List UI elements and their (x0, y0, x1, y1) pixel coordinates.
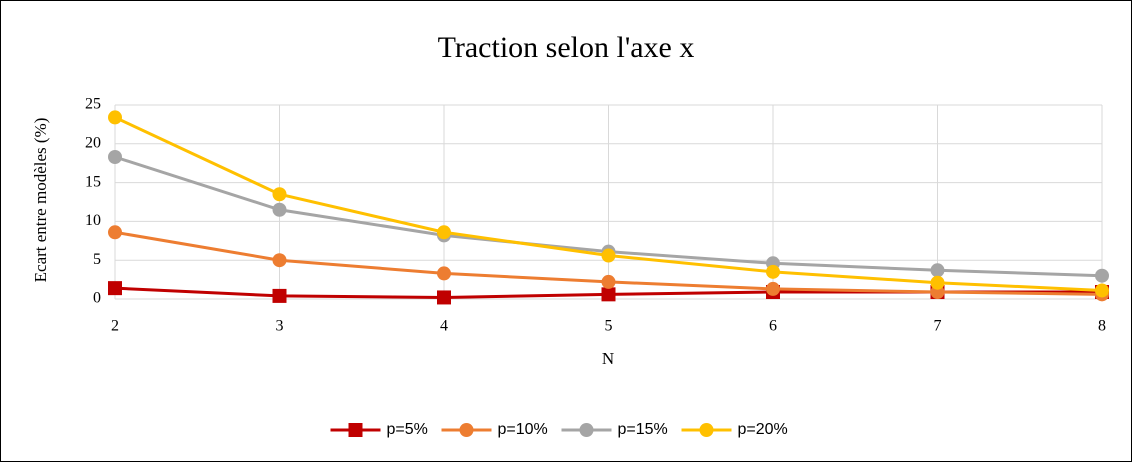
y-axis-label: Ecart entre modèles (%) (31, 118, 50, 283)
data-point (1095, 268, 1109, 283)
y-tick-label: 20 (85, 134, 101, 151)
x-tick-label: 5 (605, 318, 613, 335)
legend-marker (348, 423, 363, 437)
data-point (766, 281, 780, 296)
legend-marker (459, 423, 474, 437)
data-point (108, 225, 122, 240)
data-point (108, 110, 122, 125)
data-point (601, 287, 616, 302)
legend-label: p=20% (738, 421, 788, 438)
y-tick-label: 10 (85, 212, 101, 229)
data-point (108, 281, 122, 296)
data-point (437, 225, 451, 240)
x-tick-label: 7 (934, 318, 942, 335)
x-axis-label: N (602, 349, 614, 368)
x-tick-label: 4 (440, 318, 448, 335)
legend-marker (579, 423, 594, 437)
data-point (601, 248, 616, 263)
data-point (930, 263, 945, 278)
data-point (766, 264, 780, 279)
legend-marker (699, 423, 714, 437)
y-tick-label: 25 (85, 96, 101, 113)
y-tick-label: 0 (93, 290, 101, 307)
x-tick-label: 6 (769, 318, 777, 335)
legend-label: p=5% (387, 421, 428, 438)
x-tick-label: 2 (111, 318, 119, 335)
y-tick-label: 5 (93, 251, 101, 268)
data-point (437, 266, 451, 281)
data-point (601, 274, 616, 289)
data-point (272, 253, 287, 268)
data-point (272, 202, 287, 217)
legend-label: p=15% (618, 421, 668, 438)
data-point (272, 187, 287, 202)
chart-title: Traction selon l'axe x (438, 31, 695, 64)
x-tick-label: 3 (276, 318, 284, 335)
legend-label: p=10% (498, 421, 548, 438)
data-point (108, 149, 122, 164)
data-point (272, 288, 287, 303)
y-tick-label: 15 (85, 173, 101, 190)
x-tick-label: 8 (1098, 318, 1106, 335)
data-point (1095, 283, 1109, 298)
data-point (930, 275, 945, 290)
data-point (437, 290, 451, 305)
